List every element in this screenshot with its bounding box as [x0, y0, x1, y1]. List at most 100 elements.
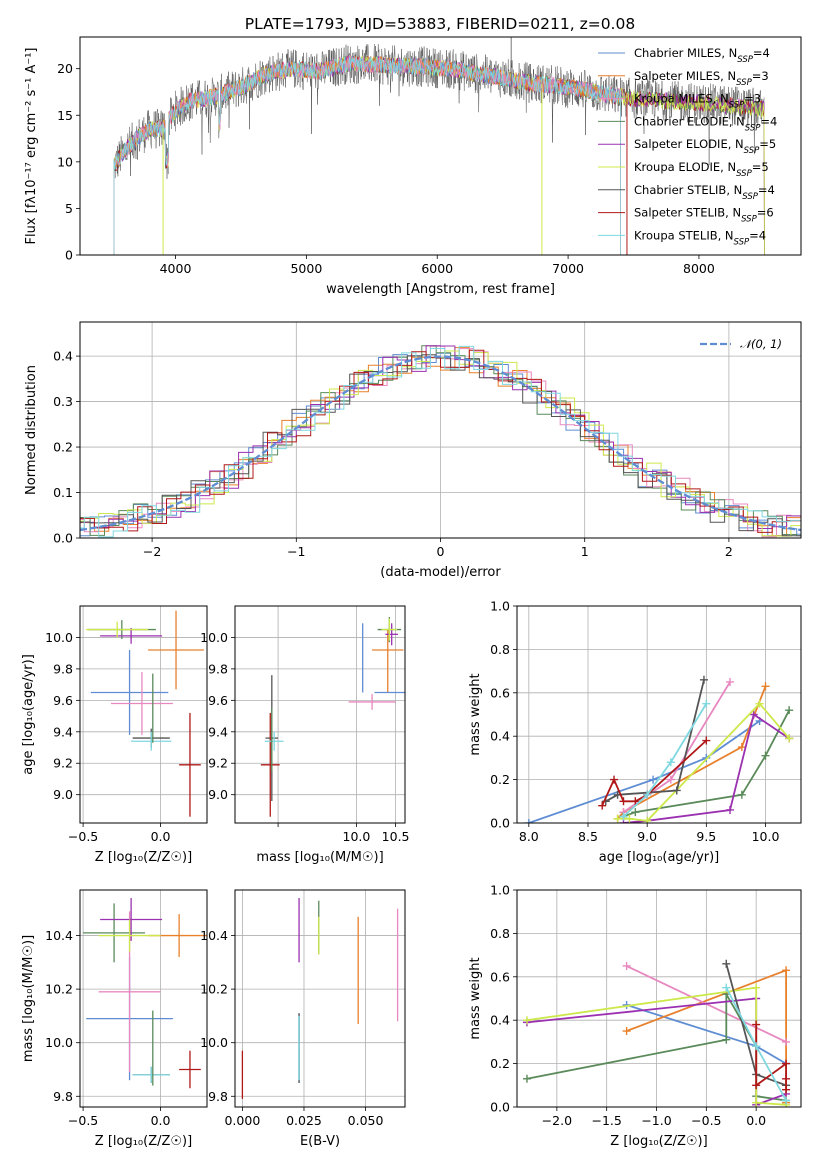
mass-weight-marker [782, 1096, 791, 1105]
errorbar-point [131, 731, 172, 751]
y-tick-label: 9.8 [208, 1089, 228, 1104]
mass-weight-marker [643, 790, 652, 799]
mass-weight-marker [785, 734, 794, 743]
z-mass-weight-panel: −2.0 −1.5 −1.0 −0.5 0.0 0.0 0.2 0.4 0.6 0.8 1.0 Z [… [468, 883, 802, 1149]
errorbar-point [100, 898, 163, 941]
axes-frame [79, 321, 802, 539]
y-tick-label: 0.3 [53, 394, 73, 409]
spectrum-series-kroupa-miles [113, 55, 621, 255]
mass-weight-lines [524, 675, 794, 823]
legend-label-subscript: SSP [737, 55, 753, 65]
errorbar-group [241, 898, 399, 1099]
errorbar-point [179, 712, 201, 817]
z-vs-mass-panel: −0.5 0.0 9.8 10.0 10.2 10.4 Z [log₁₀(Z/Z☉)] mas… [21, 889, 208, 1149]
mass-weight-marker [631, 808, 640, 817]
y-tick-label: 9.2 [208, 756, 228, 771]
errorbar-point [348, 694, 396, 710]
legend-label: Chabrier MILES, NSSP=4 [634, 46, 770, 65]
legend-label-tail: =3 [752, 69, 769, 83]
mass-weight-marker [782, 1037, 791, 1046]
y-tick-label: 1.0 [490, 599, 510, 614]
x-tick-label: 0.050 [348, 1113, 384, 1128]
mass-weight-marker [752, 1098, 761, 1107]
axes-frame [234, 889, 406, 1108]
x-tick-label: −2 [143, 544, 161, 559]
normal-fit-curve [80, 355, 801, 532]
mass-weight-marker [737, 743, 746, 752]
legend-label-tail: =5 [759, 137, 776, 151]
y-tick-label: 10 [57, 154, 73, 169]
mass-weight-marker [672, 786, 681, 795]
mass-vs-age-panel: 10.0 10.5 9.0 9.2 9.4 9.6 9.8 10.0 mass [log₁₀(M… [200, 605, 410, 865]
y-tick-label: 9.0 [208, 787, 228, 802]
ebv-vs-mass-panel: 0.000 0.025 0.050 9.8 10.0 10.2 10.4 E(B-V) [200, 889, 406, 1149]
x-axis-label: mass [log₁₀(M/M☉)] [256, 850, 383, 865]
y-tick-label: 0.4 [53, 349, 73, 364]
legend-label-tail: =4 [758, 183, 775, 197]
y-axis-label: Normed distribution [24, 365, 39, 495]
y-axis-label: mass weight [468, 673, 483, 755]
mass-weight-marker [785, 706, 794, 715]
x-tick-label: 8.5 [578, 829, 598, 844]
legend-label-main: Chabrier STELIB, N [634, 183, 742, 197]
legend-label-main: Kroupa STELIB, N [634, 228, 734, 242]
mass-weight-series-chabrier-miles [528, 720, 761, 823]
errorbar-group [83, 898, 207, 1089]
mass-weight-marker [598, 801, 607, 810]
y-axis-label: age [log₁₀(age/yr)] [21, 654, 36, 775]
x-tick-label: 8.0 [519, 829, 539, 844]
errorbar-group [86, 610, 204, 817]
y-tick-label: 9.8 [53, 1089, 73, 1104]
y-tick-label: 10.0 [45, 630, 73, 645]
histogram-series-kroupa-stelib [80, 345, 801, 538]
y-axis-label: mass [log₁₀(M/M☉)] [21, 935, 36, 1062]
mass-weight-marker [722, 983, 731, 992]
y-tick-label: 0.1 [53, 485, 73, 500]
x-tick-label: 1 [581, 544, 589, 559]
errorbar-point [86, 621, 149, 638]
y-tick-label: 0.4 [490, 729, 510, 744]
chart-title: PLATE=1793, MJD=53883, FIBERID=0211, z=0… [245, 15, 635, 33]
legend-label-main: Salpeter MILES, N [634, 69, 736, 83]
axes-frame [79, 605, 208, 824]
errorbar-point [132, 1066, 170, 1083]
x-tick-label: 9.0 [637, 829, 657, 844]
legend-label-main: Kroupa ELODIE, N [634, 160, 736, 174]
x-axis-label: wavelength [Angstrom, rest frame] [326, 282, 555, 297]
x-tick-label: −0.5 [691, 1113, 721, 1128]
mass-weight-marker [782, 966, 791, 975]
legend-label: Kroupa MILES, NSSP=3 [634, 92, 761, 111]
legend-label-tail: =4 [749, 228, 766, 242]
histogram-group [80, 345, 801, 538]
mass-weight-marker [643, 816, 652, 823]
legend-label: Salpeter ELODIE, NSSP=5 [634, 137, 776, 156]
errorbar-point [381, 618, 398, 641]
x-tick-label: 0.025 [286, 1113, 322, 1128]
x-tick-label: 6000 [421, 261, 453, 276]
spectrum-panel: 4000 5000 6000 7000 8000 0 5 10 15 20 wavelength [… [24, 36, 802, 297]
y-tick-label: 0.2 [490, 772, 510, 787]
mass-weight-marker [726, 805, 734, 814]
legend-label: Kroupa STELIB, NSSP=4 [634, 228, 766, 247]
x-tick-label: 0.0 [151, 1113, 171, 1128]
mass-weight-series-salpeter-stelib [601, 739, 707, 806]
x-tick-label: 10.5 [382, 829, 410, 844]
mass-weight-marker [761, 682, 770, 691]
errorbar-point [110, 672, 173, 735]
legend-label-subscript: SSP [741, 215, 757, 225]
mass-weight-marker [755, 699, 764, 708]
x-tick-label: 4000 [160, 261, 192, 276]
mass-weight-marker [524, 819, 533, 823]
x-tick-label: 0 [437, 544, 445, 559]
mass-weight-marker [752, 983, 761, 992]
y-tick-label: 9.6 [208, 693, 228, 708]
mass-weight-marker [782, 1085, 791, 1094]
mass-weight-marker [631, 797, 640, 806]
mass-weight-marker [702, 736, 711, 745]
y-tick-label: 9.8 [53, 661, 73, 676]
mass-weight-marker [752, 1042, 761, 1051]
y-tick-label: 10.4 [200, 928, 228, 943]
